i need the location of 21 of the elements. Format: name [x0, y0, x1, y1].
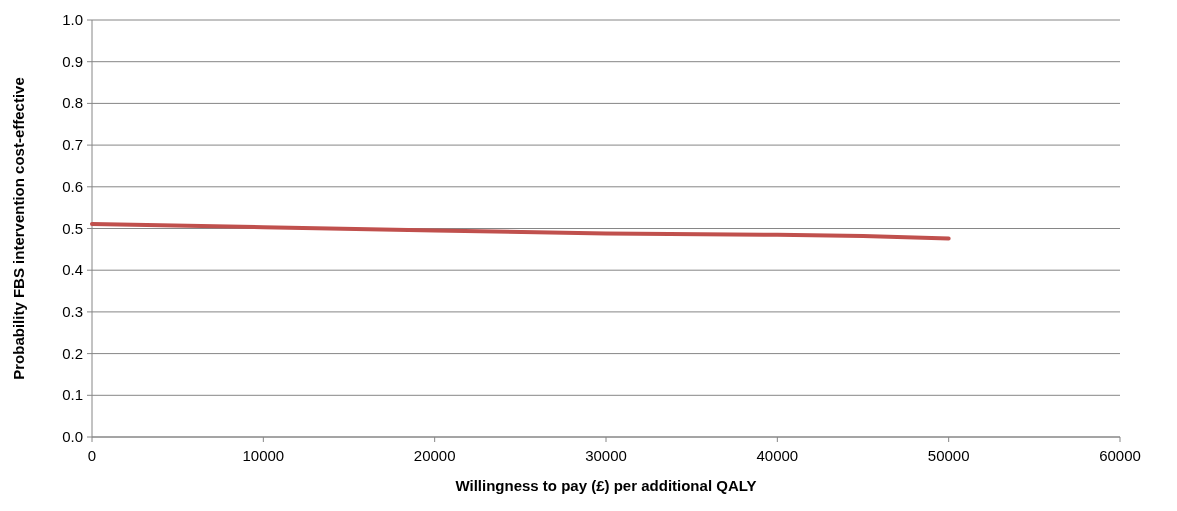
- y-tick-label: 0.4: [62, 261, 83, 279]
- y-tick-label: 0.6: [62, 177, 83, 195]
- y-tick-label: 0.1: [62, 386, 83, 404]
- x-tick-label: 60000: [1099, 447, 1141, 464]
- y-tick-label: 0.2: [62, 344, 83, 362]
- x-tick-label: 0: [87, 447, 97, 464]
- x-tick-label: 30000: [585, 447, 627, 464]
- x-tick-label: 20000: [413, 447, 456, 464]
- y-axis-title: Probability FBS intervention cost-effective: [10, 77, 27, 380]
- x-axis-title: Willingness to pay (£) per additional QALY: [455, 477, 757, 494]
- y-tick-label: 0.3: [62, 302, 83, 320]
- y-tick-label: 0.7: [62, 136, 83, 154]
- x-tick-label: 10000: [242, 447, 285, 464]
- y-tick-label: 0.5: [62, 219, 83, 237]
- line-series: [90, 221, 951, 241]
- y-tick-label: 1.0: [62, 11, 83, 28]
- y-tick-label: 0.0: [62, 428, 83, 445]
- y-tick-label: 0.8: [62, 94, 83, 112]
- y-tick-label: 0.9: [62, 52, 83, 70]
- x-tick-label: 40000: [756, 447, 799, 464]
- x-tick-label: 50000: [927, 447, 970, 464]
